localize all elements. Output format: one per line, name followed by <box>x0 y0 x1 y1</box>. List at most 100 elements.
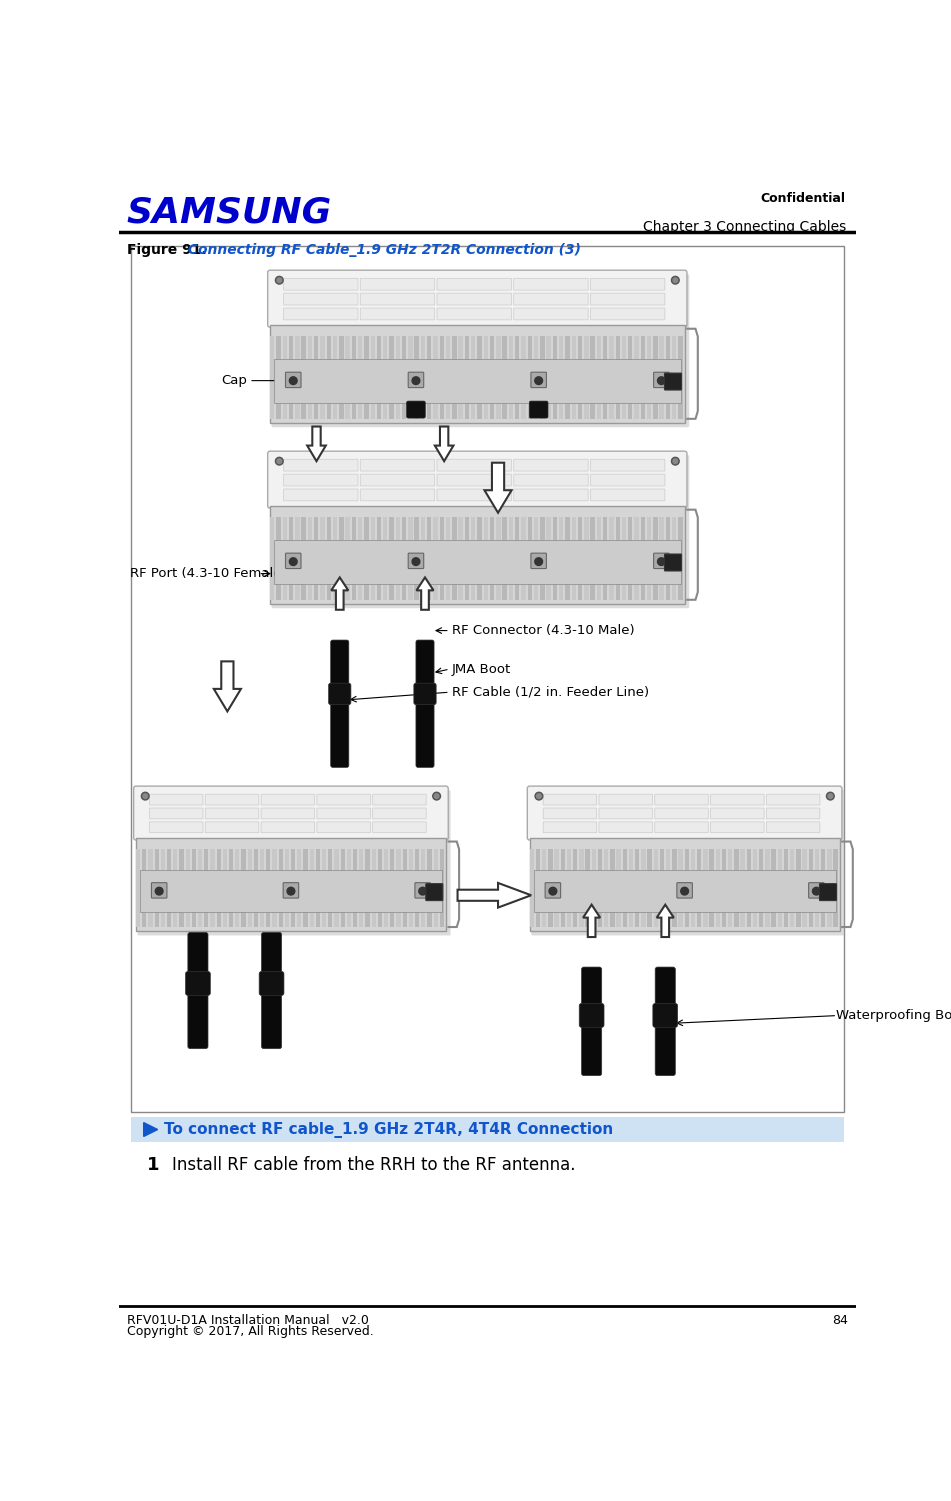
Text: 84: 84 <box>832 1313 848 1327</box>
Bar <box>648 850 651 928</box>
Bar <box>515 336 519 419</box>
Bar <box>540 518 545 600</box>
Bar <box>434 850 437 928</box>
FancyBboxPatch shape <box>373 794 426 805</box>
Polygon shape <box>657 905 673 937</box>
Bar <box>635 850 639 928</box>
Circle shape <box>143 794 147 799</box>
FancyBboxPatch shape <box>653 372 670 387</box>
Circle shape <box>681 887 689 895</box>
Bar <box>753 850 757 928</box>
Bar <box>715 850 720 928</box>
Bar <box>353 850 358 928</box>
Bar <box>389 336 394 419</box>
FancyBboxPatch shape <box>514 474 588 486</box>
Bar <box>272 850 277 928</box>
Bar <box>547 518 551 600</box>
Text: Chapter 3 Connecting Cables: Chapter 3 Connecting Cables <box>643 221 845 234</box>
Bar <box>130 1117 844 1142</box>
Bar <box>634 336 639 419</box>
FancyBboxPatch shape <box>514 489 588 501</box>
Text: Cap: Cap <box>221 374 246 387</box>
Circle shape <box>535 793 543 800</box>
Bar <box>672 336 676 419</box>
FancyBboxPatch shape <box>545 883 561 898</box>
Bar <box>611 850 614 928</box>
Bar <box>540 336 545 419</box>
Text: 1: 1 <box>146 1156 159 1174</box>
FancyBboxPatch shape <box>285 372 301 387</box>
Polygon shape <box>484 462 512 513</box>
Bar <box>377 336 381 419</box>
Bar <box>603 336 608 419</box>
Text: Copyright © 2017, All Rights Reserved.: Copyright © 2017, All Rights Reserved. <box>126 1325 374 1337</box>
Bar <box>260 850 264 928</box>
Bar <box>308 518 312 600</box>
Bar <box>502 336 507 419</box>
Bar <box>446 518 451 600</box>
Bar <box>364 518 369 600</box>
Circle shape <box>412 377 419 384</box>
Bar <box>784 850 788 928</box>
Text: JMA Boot: JMA Boot <box>452 662 512 675</box>
Bar <box>340 850 345 928</box>
Bar <box>796 850 801 928</box>
Bar <box>678 336 683 419</box>
Bar <box>282 336 287 419</box>
Bar <box>308 336 312 419</box>
FancyBboxPatch shape <box>591 308 665 320</box>
Bar <box>408 518 413 600</box>
Bar <box>161 850 165 928</box>
Bar <box>277 336 281 419</box>
FancyBboxPatch shape <box>652 1004 678 1027</box>
FancyBboxPatch shape <box>543 823 596 833</box>
Bar <box>420 336 425 419</box>
Bar <box>409 850 413 928</box>
Bar <box>666 518 670 600</box>
Bar <box>282 518 287 600</box>
Bar <box>653 336 657 419</box>
Bar <box>672 850 676 928</box>
Bar <box>210 850 215 928</box>
FancyBboxPatch shape <box>531 372 547 387</box>
Bar <box>167 850 171 928</box>
Circle shape <box>276 276 283 284</box>
Bar <box>653 518 657 600</box>
Bar <box>439 336 444 419</box>
Polygon shape <box>435 426 454 461</box>
Circle shape <box>536 794 541 799</box>
FancyBboxPatch shape <box>329 683 351 704</box>
FancyBboxPatch shape <box>665 374 682 390</box>
Bar <box>559 336 563 419</box>
Bar <box>420 518 425 600</box>
Bar <box>616 850 621 928</box>
Bar <box>815 850 819 928</box>
Bar <box>358 518 362 600</box>
Bar <box>615 336 620 419</box>
Bar <box>659 518 664 600</box>
FancyBboxPatch shape <box>655 823 708 833</box>
Bar <box>295 336 300 419</box>
Polygon shape <box>144 1123 158 1136</box>
Bar <box>173 850 178 928</box>
FancyBboxPatch shape <box>283 278 358 290</box>
Bar <box>690 850 695 928</box>
Bar <box>358 336 362 419</box>
Bar <box>596 518 601 600</box>
Text: SAMSUNG: SAMSUNG <box>126 195 332 230</box>
FancyBboxPatch shape <box>283 489 358 501</box>
Bar <box>446 336 451 419</box>
Bar <box>266 850 270 928</box>
Bar <box>534 518 538 600</box>
Circle shape <box>657 377 666 384</box>
Circle shape <box>277 459 281 464</box>
FancyBboxPatch shape <box>437 308 512 320</box>
Bar <box>204 850 208 928</box>
FancyBboxPatch shape <box>149 808 203 820</box>
Bar <box>477 518 482 600</box>
FancyBboxPatch shape <box>820 884 837 901</box>
Bar <box>434 518 437 600</box>
Text: To connect RF cable_1.9 GHz 2T4R, 4T4R Connection: To connect RF cable_1.9 GHz 2T4R, 4T4R C… <box>164 1121 613 1138</box>
Bar <box>154 850 159 928</box>
FancyBboxPatch shape <box>262 932 281 1049</box>
